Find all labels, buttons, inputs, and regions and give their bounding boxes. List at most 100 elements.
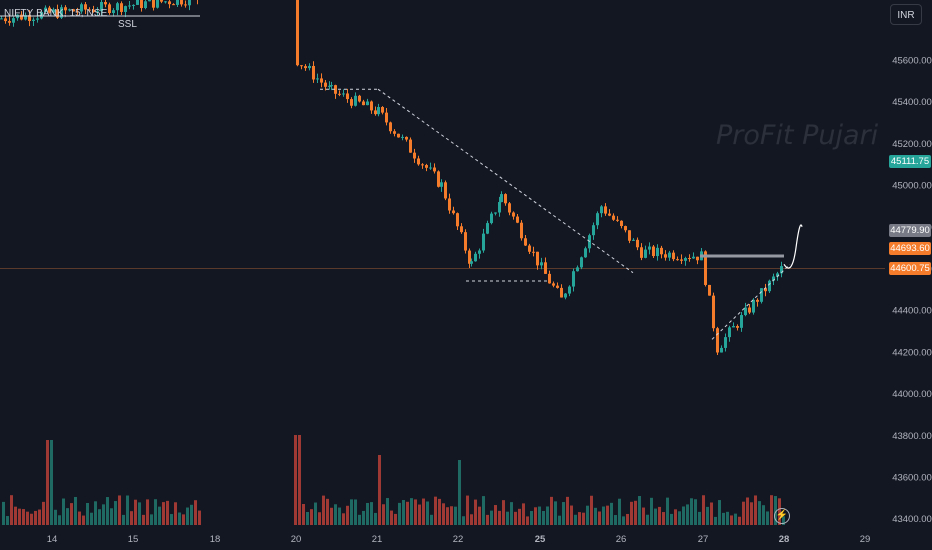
candle-body — [36, 18, 39, 20]
volume-bar — [722, 512, 725, 525]
volume-bar — [178, 512, 181, 525]
candle-body — [452, 210, 455, 214]
volume-bar — [110, 508, 113, 525]
volume-bar — [34, 510, 37, 525]
x-tick-label: 27 — [698, 534, 709, 545]
lightning-icon[interactable]: ⚡ — [774, 508, 790, 524]
volume-bar — [494, 505, 497, 525]
volume-bar — [762, 505, 765, 525]
candle-body — [370, 101, 373, 111]
volume-bar — [710, 502, 713, 525]
candle-body — [708, 284, 711, 296]
candle-body — [752, 299, 755, 313]
watermark-text: ProFit Pujari — [716, 120, 879, 151]
currency-button[interactable]: INR — [890, 4, 922, 25]
y-tick-label: 43800.00 — [892, 431, 932, 442]
volume-bar — [622, 516, 625, 525]
x-tick-label: 22 — [453, 534, 464, 545]
candle-body — [413, 152, 416, 159]
volume-bar — [690, 498, 693, 525]
candle-body — [676, 259, 679, 261]
candle-body — [56, 9, 59, 18]
volume-bar — [198, 510, 201, 525]
x-tick-label: 25 — [535, 534, 546, 545]
volume-bar — [594, 507, 597, 525]
candle-body — [168, 1, 171, 5]
volume-bar — [366, 502, 369, 525]
candle-body — [460, 226, 463, 233]
volume-bar — [362, 510, 365, 525]
volume-bar — [66, 508, 69, 525]
candle-body — [482, 233, 485, 251]
candle-body — [44, 7, 47, 12]
candle-body — [28, 15, 31, 22]
candle-body — [724, 337, 727, 348]
volume-bar — [78, 511, 81, 525]
volume-bar — [718, 500, 721, 525]
candle-body — [409, 139, 412, 153]
candle-body — [664, 254, 667, 258]
candle-body — [385, 112, 388, 123]
ssl-annotation: SSL — [118, 19, 137, 30]
volume-bar — [158, 506, 161, 525]
volume-bar — [582, 512, 585, 525]
volume-bar — [574, 514, 577, 525]
candle-body — [498, 202, 501, 213]
candle-body — [180, 0, 183, 5]
candle-body — [164, 1, 167, 3]
candle-body — [600, 206, 603, 214]
candle-body — [692, 256, 695, 259]
volume-bar — [122, 514, 125, 525]
candle-body — [612, 215, 615, 220]
candle-body — [552, 283, 555, 286]
candle-body — [136, 0, 139, 5]
volume-bar — [430, 514, 433, 525]
candle-body — [756, 299, 759, 302]
candle-body — [672, 252, 675, 260]
volume-bar — [114, 501, 117, 525]
volume-bar — [342, 513, 345, 525]
candle-body — [128, 5, 131, 7]
volume-bar — [450, 506, 453, 525]
candle-body — [304, 66, 307, 69]
volume-bar — [634, 500, 637, 525]
y-tick-label: 44400.00 — [892, 306, 932, 317]
volume-bar — [646, 514, 649, 525]
candle-body — [468, 250, 471, 264]
volume-bar — [558, 515, 561, 525]
candle-body — [596, 213, 599, 226]
volume-bar — [422, 498, 425, 525]
volume-bar — [402, 500, 405, 525]
candle-body — [96, 11, 99, 13]
volume-bar — [50, 440, 53, 525]
candle-body — [648, 246, 651, 250]
candle-body — [12, 18, 15, 23]
volume-bar — [398, 502, 401, 525]
candle-body — [524, 238, 527, 246]
candle-body — [776, 273, 779, 277]
volume-bar — [674, 509, 677, 525]
candle-body — [4, 18, 7, 22]
candle-body — [152, 0, 155, 8]
volume-bar — [26, 511, 29, 525]
volume-bar — [98, 509, 101, 525]
candle-body — [80, 4, 83, 12]
volume-bar — [142, 514, 145, 525]
x-tick-label: 26 — [616, 534, 627, 545]
candle-body — [140, 0, 143, 9]
candle-body — [417, 158, 420, 165]
volume-bar — [438, 498, 441, 525]
volume-bar — [514, 511, 517, 525]
volume-bar — [554, 501, 557, 525]
volume-bar — [602, 506, 605, 525]
volume-bar — [426, 501, 429, 525]
volume-bar — [6, 516, 9, 525]
candle-body — [516, 216, 519, 223]
volume-bar — [614, 515, 617, 525]
volume-bar — [526, 516, 529, 525]
candle-body — [429, 167, 432, 169]
volume-bar — [182, 514, 185, 525]
price-tag: 44693.60 — [889, 242, 931, 256]
candle-body — [464, 232, 467, 251]
